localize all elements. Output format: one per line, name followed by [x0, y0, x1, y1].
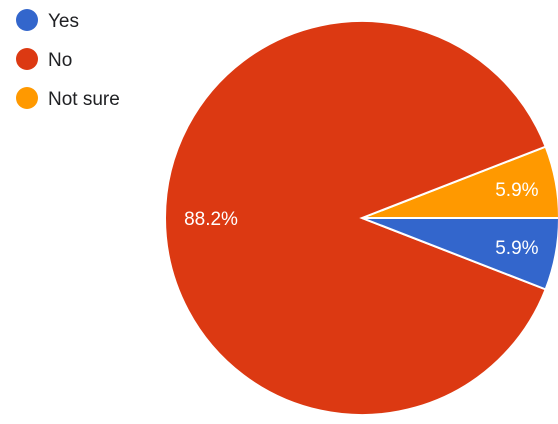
legend-swatch-no [16, 48, 38, 70]
legend-item-not-sure: Not sure [16, 87, 120, 110]
legend-swatch-not-sure [16, 87, 38, 109]
legend-item-yes: Yes [16, 9, 79, 32]
slice-label-not-sure: 5.9% [495, 180, 538, 201]
slice-label-no: 88.2% [184, 209, 238, 230]
slice-label-yes: 5.9% [495, 238, 538, 259]
legend-item-no: No [16, 48, 72, 71]
pie-slice-yes [361, 217, 558, 291]
legend-label-no: No [48, 50, 72, 71]
legend-swatch-yes [16, 9, 38, 31]
legend: Yes No Not sure [16, 9, 120, 110]
pie-slice-labels: 5.9% 88.2% 5.9% [184, 180, 539, 259]
legend-label-yes: Yes [48, 11, 79, 32]
pie-slices [164, 20, 558, 416]
legend-label-not-sure: Not sure [48, 89, 120, 110]
pie-slice-no [164, 20, 547, 416]
